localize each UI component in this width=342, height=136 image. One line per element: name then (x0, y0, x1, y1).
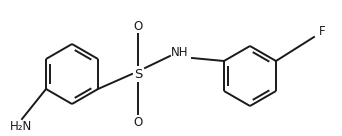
Text: O: O (133, 115, 143, 129)
Text: F: F (319, 24, 325, 38)
Text: H₂N: H₂N (10, 120, 32, 132)
Text: S: S (134, 67, 142, 81)
Text: O: O (133, 19, 143, 33)
Text: NH: NH (171, 46, 189, 58)
